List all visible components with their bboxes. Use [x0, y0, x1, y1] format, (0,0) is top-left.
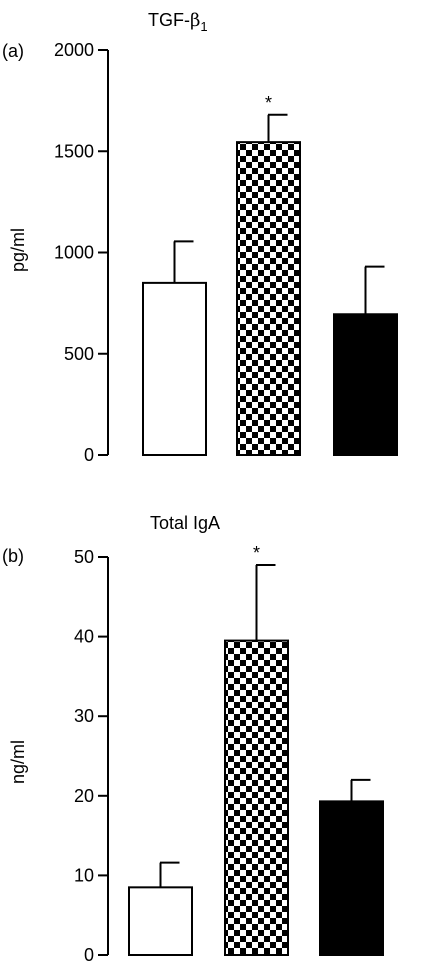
panel-a-bars: *: [142, 93, 398, 457]
panel-a-y-tick-label: 2000: [54, 40, 94, 60]
panel-a-y-tick-label: 1000: [54, 243, 94, 263]
panel-a-title: TGF-β1: [148, 10, 208, 34]
panel-a-bar: [333, 313, 398, 457]
panel-b-y-tick-label: 40: [74, 627, 94, 647]
panel-b-y-tick-label: 10: [74, 865, 94, 885]
panel-a-significance-marker: *: [265, 93, 272, 113]
panel-a-bar: [236, 141, 301, 456]
panel-a-chart: (a) TGF-β1 pg/ml 0 500 1000 1500 2000 *: [2, 10, 398, 465]
panel-a-y-axis: 0 500 1000 1500 2000: [54, 40, 109, 465]
panel-b-y-tick-label: 30: [74, 706, 94, 726]
panel-b-y-tick-label: 50: [74, 547, 94, 567]
panel-b-bar: [224, 639, 289, 957]
panel-b-label: (b): [2, 546, 24, 566]
panel-a-label: (a): [2, 41, 24, 61]
panel-b-bar: [319, 800, 384, 957]
panel-b-significance-marker: *: [253, 543, 260, 563]
panel-b-title: Total IgA: [150, 513, 220, 533]
panel-a-y-tick-label: 0: [84, 445, 94, 465]
panel-b-chart: (b) Total IgA ng/ml 0 10 20 30 40 50 *: [2, 513, 384, 965]
panel-a-y-tick-label: 500: [64, 344, 94, 364]
panel-b-bar: [128, 886, 193, 957]
panel-a-y-axis-label: pg/ml: [8, 228, 28, 272]
panel-b-bars: *: [128, 543, 384, 957]
panel-b-y-axis-label: ng/ml: [8, 740, 28, 784]
panel-a-bar: [142, 281, 207, 456]
panel-b-y-axis: 0 10 20 30 40 50: [74, 547, 109, 965]
panel-a-y-tick-label: 1500: [54, 141, 94, 161]
panel-b-y-tick-label: 0: [84, 945, 94, 965]
panel-b-y-tick-label: 20: [74, 786, 94, 806]
